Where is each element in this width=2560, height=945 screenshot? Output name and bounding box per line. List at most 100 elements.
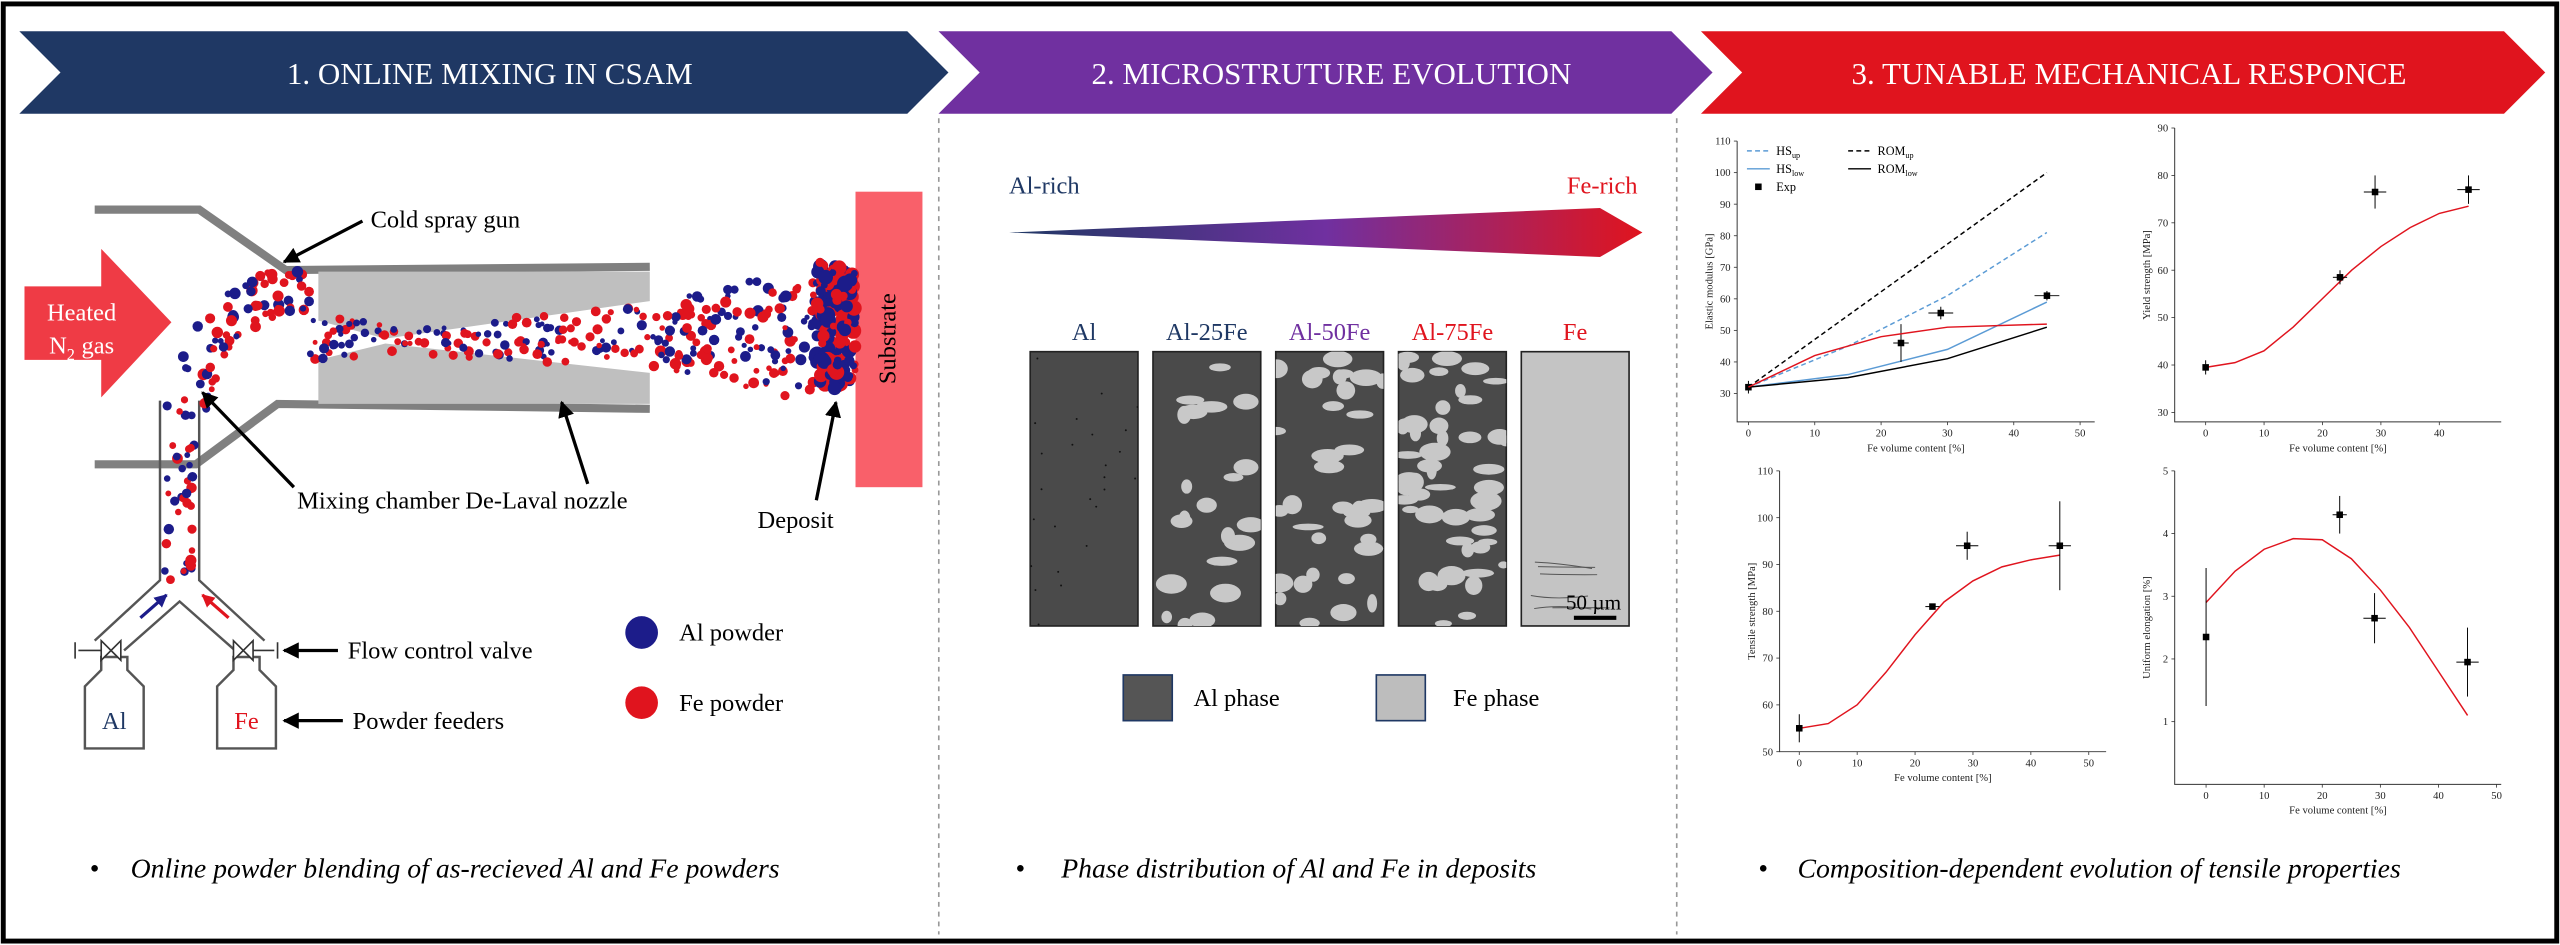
particle [274,304,281,312]
fe-grain [1223,472,1244,482]
particle [407,340,413,346]
particle [782,325,788,331]
pore [1040,488,1043,491]
fe-grain [1275,592,1287,606]
particle [815,286,826,297]
micrograph-features [1530,561,1610,610]
particle [324,331,333,340]
fe-grain [1306,567,1320,582]
fe-grain [1436,430,1449,447]
fe-grain [1292,523,1324,531]
particle [319,343,330,354]
x-axis-label: Fe volume content [%] [1867,443,1965,454]
pore [1089,498,1092,501]
crack [1534,606,1592,610]
x-tick-label: 50 [2491,791,2502,802]
x-tick-label: 10 [2259,429,2270,440]
fe-grain [1398,495,1419,505]
particle [800,318,808,325]
particle [766,365,772,371]
pore [1032,518,1035,521]
substrate-label: Substrate [874,293,901,384]
particle [266,308,275,317]
fe-grain [1181,479,1193,494]
bullet-dot: • [1016,853,1026,884]
particle [284,305,296,317]
x-tick-label: 40 [2026,758,2037,769]
feeder [215,655,278,750]
particle [376,322,383,328]
phase-swatch [1375,674,1427,722]
fe-grain [1220,527,1235,545]
particle [774,303,785,314]
fe-grain [1435,400,1451,415]
particle [684,312,693,321]
particle [503,320,509,327]
particle [780,365,786,372]
particle [757,344,766,352]
pore [1053,525,1056,528]
particle [359,318,368,326]
particle [341,351,348,358]
fe-grain [1398,451,1423,459]
fe-grain [1206,556,1238,566]
x-tick-label: 40 [2434,429,2445,440]
fe-grain [1458,611,1477,620]
pore [1040,452,1043,455]
particle [350,333,359,342]
fe-grain [1431,351,1462,367]
x-axis-label: Fe volume content [%] [2289,443,2387,454]
chart: 0 10 20 30 40 30 40 50 60 70 80 90 Fe volume content… [2142,124,2502,454]
x-axis-label: Fe volume content [%] [2289,806,2387,817]
x-tick-label: 0 [2203,429,2208,440]
particle [731,287,737,294]
particle [546,324,555,332]
particle [539,321,545,327]
particle [664,346,676,357]
series-line [1799,554,2060,730]
particle [218,342,229,352]
microstructure: Al-rich Fe-rich Al Al-25Fe Al-50Fe Al-75Fe F… [1009,172,1643,722]
substrate [855,191,923,488]
fe-grain [1465,576,1483,595]
micrograph-features [1155,363,1261,626]
particle [741,342,747,348]
gas-arrow [24,248,172,398]
fe-grain [1400,367,1425,383]
particle [295,275,303,283]
y-tick-label: 2 [2163,655,2168,666]
sample-label: Fe [1563,319,1588,346]
legend-swatch [625,686,658,720]
bullets: • Online powder blending of as-recieved A… [90,853,2401,884]
particle [685,330,696,341]
sample-label: Al-75Fe [1412,319,1494,346]
gas-text: N [49,332,67,359]
particle [188,547,196,554]
particle [187,524,197,534]
y-axis-label: Uniform elongation [%] [2142,576,2153,679]
particle [720,296,732,308]
particle [233,333,240,340]
x-tick-label: 50 [2083,758,2094,769]
legend-label: HSup [1776,144,1800,160]
fe-grain [1398,472,1422,486]
particle [172,452,181,461]
x-tick-label: 20 [1876,429,1887,440]
x-tick-label: 40 [2433,791,2444,802]
particle [390,326,398,333]
particle [682,303,695,315]
series-line [1748,326,2048,388]
fe-grain [1315,450,1341,465]
y-tick-label: 90 [1720,200,1731,211]
flow-arrow [201,593,230,620]
axis [1736,141,2095,423]
particle [224,290,232,298]
particle [186,461,193,469]
particle [304,296,314,307]
pore [1085,544,1088,547]
pore [1118,450,1121,453]
particle [732,307,742,317]
particle [727,346,735,354]
particle [804,314,810,320]
